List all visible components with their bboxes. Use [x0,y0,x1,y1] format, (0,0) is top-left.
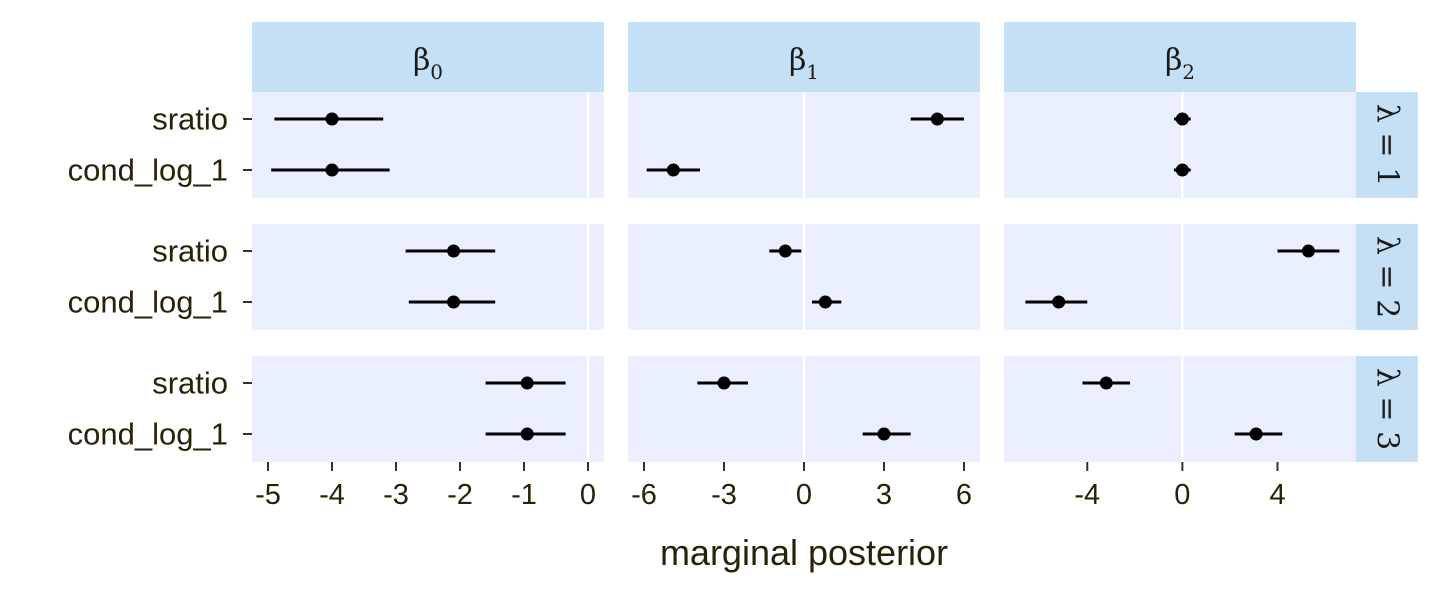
facet-panel [252,92,604,198]
estimate-point [717,376,731,390]
row-strip-label: λ = 1 [1370,104,1405,186]
estimate-point [1175,163,1189,177]
x-tick-label: 0 [580,479,596,511]
column-strip-label: β2 [1165,43,1195,84]
category-label: sratio [152,234,228,269]
estimate-point [818,295,832,309]
facet-symbol: β [789,43,806,78]
facet-symbol: β [1165,43,1182,78]
estimate-point [1301,244,1315,258]
estimate-point [1052,295,1066,309]
estimate-point [447,244,461,258]
x-tick-label: -3 [383,479,409,511]
column-strip-label: β0 [413,43,443,84]
x-tick-label: -5 [255,479,281,511]
column-strip [252,22,604,92]
category-label: sratio [152,102,228,137]
facet-panel [252,224,604,330]
facet-subscript: 2 [1182,60,1195,84]
x-tick-label: -4 [1074,479,1100,511]
x-tick-label: 6 [956,479,972,511]
facet-panel [1004,92,1356,198]
estimate-point [877,427,891,441]
facet-panel [252,356,604,462]
estimate-point [666,163,680,177]
category-label: cond_log_1 [68,153,228,188]
estimate-point [325,112,339,126]
category-label: cond_log_1 [68,285,228,320]
x-tick-label: 0 [796,479,812,511]
facet-symbol: β [413,43,430,78]
estimate-point [1175,112,1189,126]
facet-panel [1004,224,1356,330]
x-tick-label: 3 [876,479,892,511]
column-strip-label: β1 [789,43,819,84]
estimate-point [520,376,534,390]
x-tick-label: -1 [511,479,537,511]
estimate-point [778,244,792,258]
x-tick-label: -2 [447,479,473,511]
x-tick-label: -4 [319,479,345,511]
estimate-point [930,112,944,126]
facet-panel [1004,356,1356,462]
x-axis-title: marginal posterior [660,532,948,573]
x-tick-label: 0 [1174,479,1190,511]
estimate-point [1249,427,1263,441]
estimate-point [325,163,339,177]
x-tick-label: -3 [711,479,737,511]
category-label: cond_log_1 [68,417,228,452]
column-strip [1004,22,1356,92]
estimate-point [520,427,534,441]
column-strip [628,22,980,92]
estimate-point [447,295,461,309]
facet-subscript: 1 [806,60,819,84]
estimate-point [1099,376,1113,390]
row-strip [1356,224,1418,330]
category-label: sratio [152,366,228,401]
row-strip-label: λ = 2 [1370,236,1405,318]
x-tick-label: -6 [631,479,657,511]
x-tick-label: 4 [1269,479,1285,511]
row-strip [1356,356,1418,462]
row-strip-label: λ = 3 [1370,368,1405,450]
facet-subscript: 0 [430,60,443,84]
row-strip [1356,92,1418,198]
